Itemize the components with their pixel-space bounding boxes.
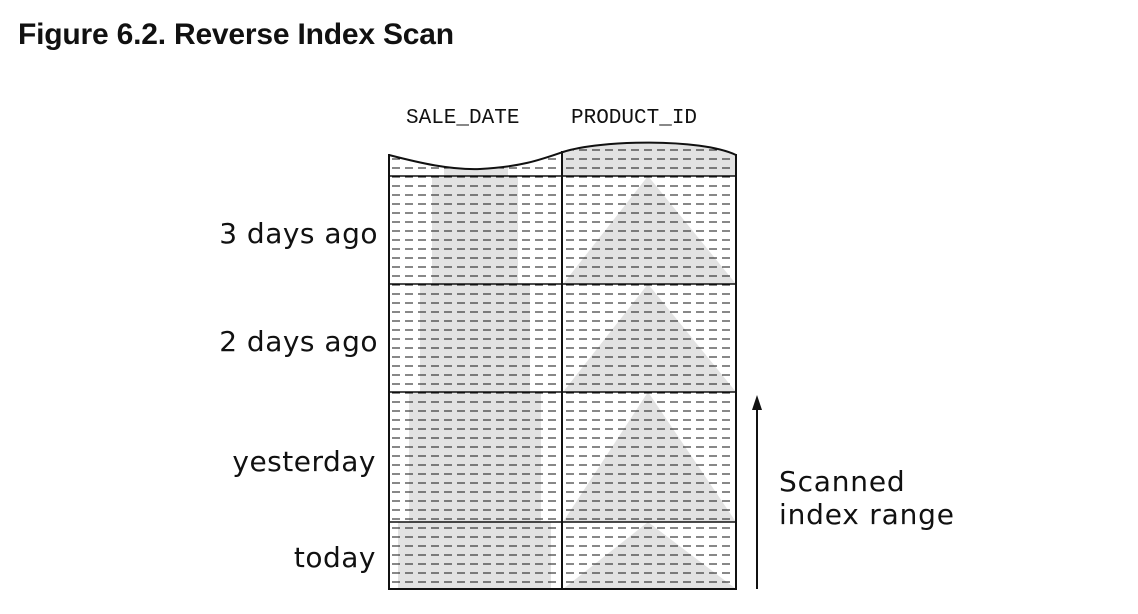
arrow-up-icon [752,395,762,410]
figure-title: Figure 6.2. Reverse Index Scan [18,18,454,51]
product-id-triangle-3-days-ago [563,176,736,284]
row-label-2-days-ago: 2 days ago [219,325,378,358]
row-label-yesterday: yesterday [232,445,376,478]
product-id-triangle-yesterday [563,392,736,522]
scanned-label-line1: Scanned [779,465,905,498]
row-label-3-days-ago: 3 days ago [219,217,378,250]
row-label-today: today [294,541,376,574]
product-id-shade-top [563,142,736,176]
index-shading [392,142,736,589]
index-entry-dashes [392,149,730,583]
product-id-triangle-2-days-ago [563,284,736,392]
table-wavy-top-edge [388,141,737,171]
column-header-product-id: PRODUCT_ID [571,107,697,130]
column-header-sale-date: SALE_DATE [406,107,519,130]
sale-date-shade-3-days-ago [432,176,518,284]
sale-date-shade-2-days-ago [420,284,530,392]
sale-date-shade-top [444,150,508,176]
scanned-label-line2: index range [779,498,955,531]
sale-date-shade-yesterday [409,392,541,522]
